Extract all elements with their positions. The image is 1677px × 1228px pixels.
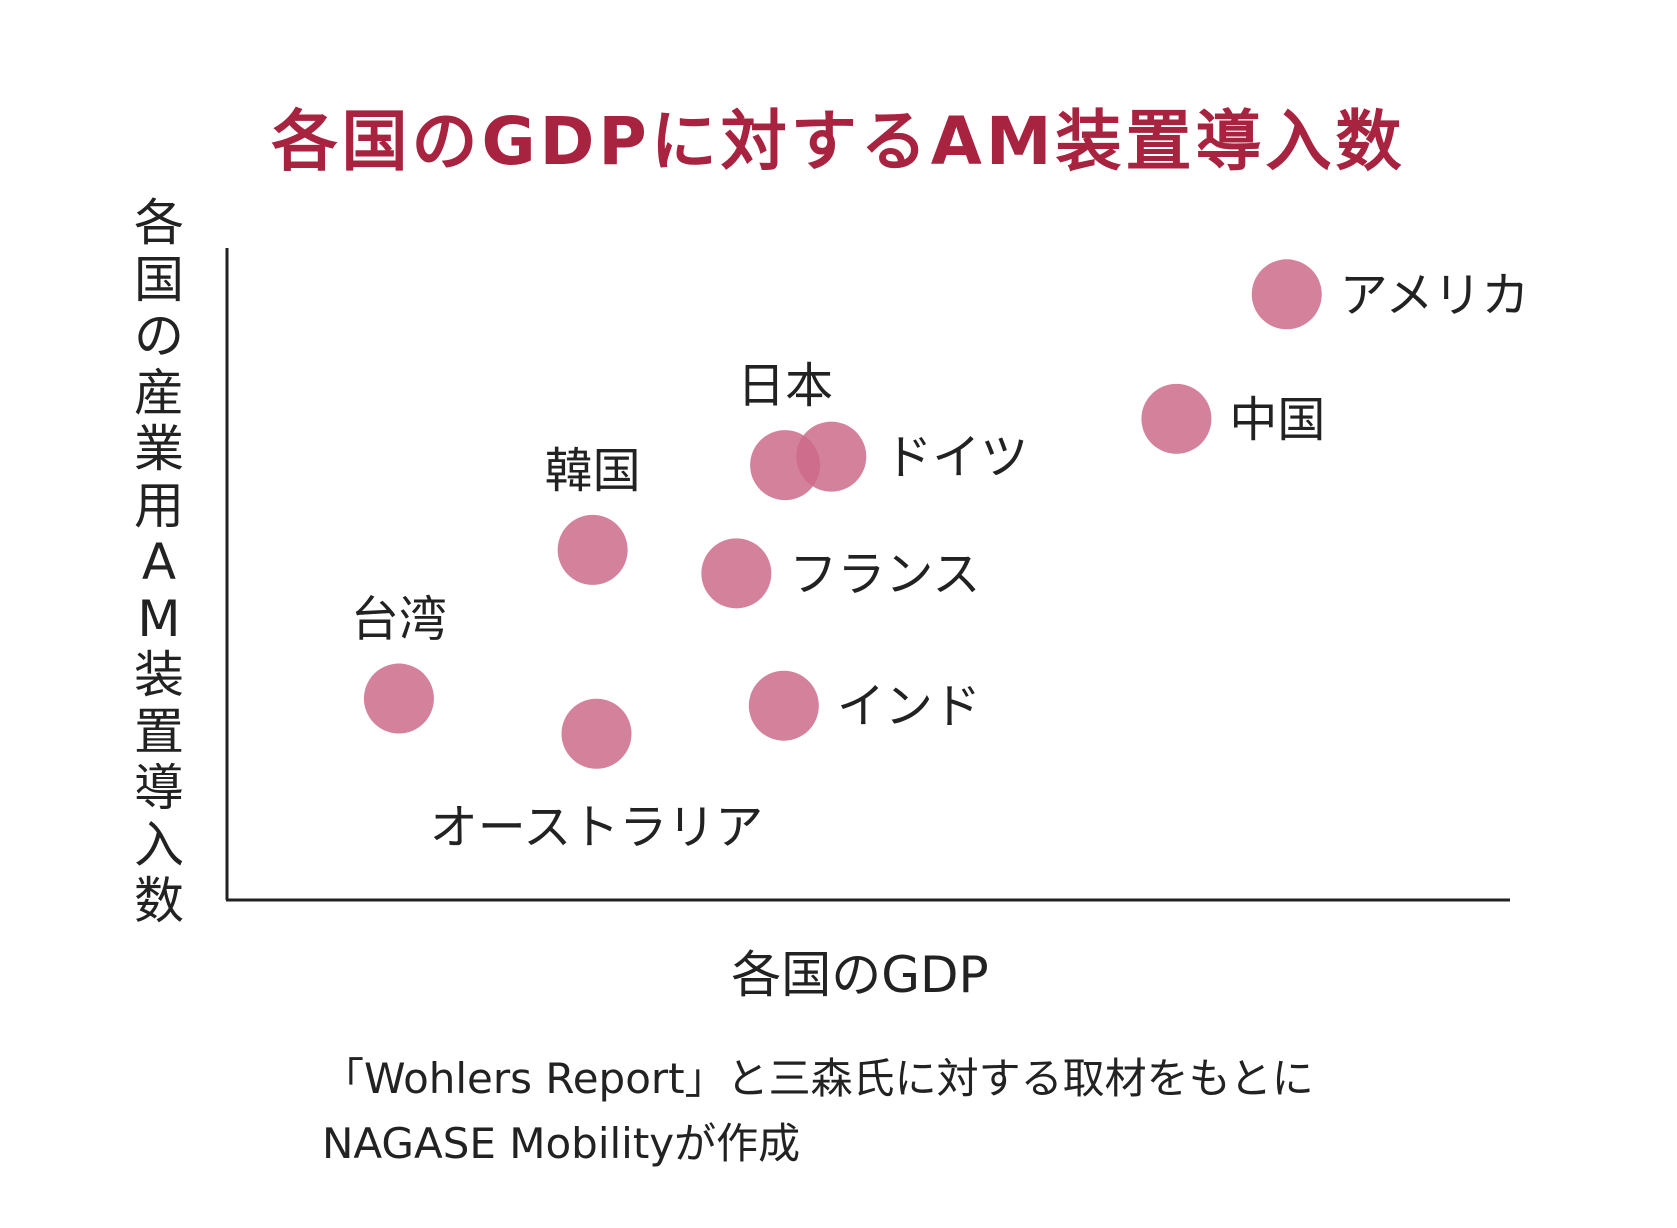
point-label-1: 中国 [1229, 392, 1325, 448]
source-note-line-1: 「Wohlers Report」と三森氏に対する取材をもとに [322, 1054, 1314, 1103]
point-label-8: オーストラリア [430, 800, 764, 856]
data-point-5 [701, 538, 772, 609]
point-label-0: アメリカ [1340, 267, 1530, 323]
data-points [363, 259, 1322, 769]
data-point-1 [1141, 383, 1212, 454]
point-label-2: 日本 [737, 358, 833, 414]
data-point-0 [1251, 259, 1322, 330]
point-label-5: フランス [789, 546, 980, 602]
data-point-6 [363, 663, 434, 734]
y-axis-label: 各国の産業用AM装置導入数 [134, 194, 184, 930]
source-note-line-2: NAGASE Mobilityが作成 [322, 1119, 801, 1168]
chart-title: 各国のGDPに対するAM装置導入数 [271, 103, 1406, 180]
point-label-7: インド [837, 679, 981, 735]
point-label-3: ドイツ [884, 430, 1028, 486]
data-point-4 [557, 514, 628, 585]
data-point-7 [748, 670, 819, 741]
data-point-3 [796, 421, 867, 492]
x-axis-label: 各国のGDP [731, 946, 989, 1004]
data-point-8 [561, 698, 632, 769]
point-label-4: 韓国 [545, 443, 641, 499]
point-label-6: 台湾 [351, 592, 447, 648]
axes [225, 248, 1510, 902]
